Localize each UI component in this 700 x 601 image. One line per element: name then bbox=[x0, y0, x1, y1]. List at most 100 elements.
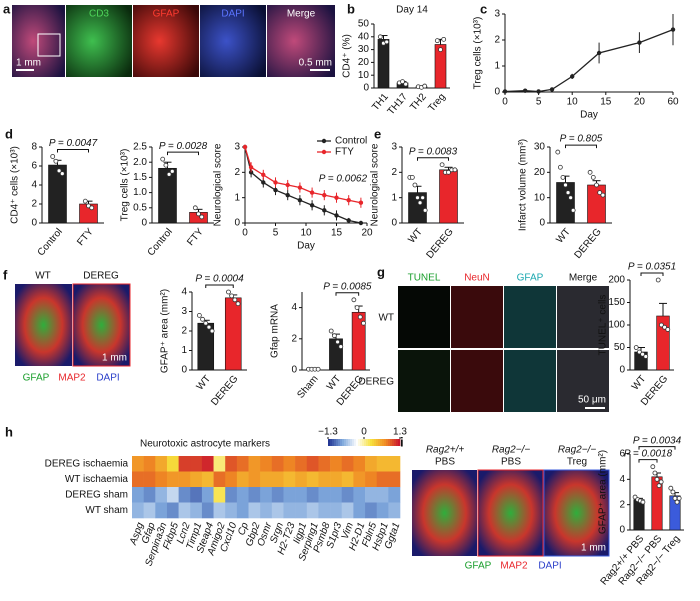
x-axis-label: Day bbox=[580, 110, 598, 121]
heatmap-cell bbox=[166, 471, 179, 488]
colorbar-step bbox=[334, 439, 337, 446]
data-point bbox=[322, 192, 327, 198]
image bbox=[557, 286, 609, 348]
x-tick-label: TH2 bbox=[408, 91, 429, 113]
data-point bbox=[50, 154, 56, 159]
colorbar-step bbox=[394, 439, 397, 446]
y-tick-label: 30 bbox=[358, 44, 370, 55]
data-point bbox=[439, 162, 445, 168]
y-tick-label: 2 bbox=[181, 326, 187, 337]
heatmap-cell bbox=[213, 487, 226, 503]
data-point bbox=[235, 301, 241, 307]
data-point bbox=[417, 200, 423, 206]
data-point bbox=[315, 366, 321, 372]
data-point bbox=[640, 351, 645, 357]
heatmap-cell bbox=[318, 456, 331, 472]
y-tick-label: 100 bbox=[608, 320, 625, 331]
row-label: DEREG bbox=[358, 377, 394, 388]
y-tick-label: 1 bbox=[181, 345, 187, 356]
y-tick-label: 3 bbox=[391, 142, 397, 153]
data-point bbox=[594, 182, 599, 188]
heatmap-cell bbox=[283, 456, 296, 472]
data-point bbox=[655, 277, 661, 283]
data-point bbox=[56, 168, 62, 174]
bar bbox=[377, 39, 390, 89]
stain-label: DAPI bbox=[538, 561, 561, 572]
heatmap-cell bbox=[260, 471, 273, 488]
data-point bbox=[309, 190, 315, 195]
y-tick-label: 50 bbox=[614, 342, 626, 353]
heatmap-cell bbox=[260, 502, 273, 519]
image bbox=[133, 5, 199, 77]
scale-label: 0.5 mm bbox=[299, 58, 332, 69]
data-point bbox=[555, 149, 561, 155]
data-point bbox=[565, 190, 571, 196]
heatmap-cell bbox=[295, 471, 308, 488]
data-point bbox=[346, 218, 351, 223]
x-tick-label: FTY bbox=[75, 226, 96, 248]
y-tick-label: 0 bbox=[619, 365, 625, 376]
x-tick-label: 20 bbox=[634, 97, 646, 108]
image bbox=[451, 350, 503, 412]
x-tick-label: Control bbox=[36, 227, 65, 259]
heatmap-cell bbox=[306, 487, 319, 503]
x-tick-label: WT bbox=[630, 374, 648, 393]
data-point bbox=[643, 354, 649, 359]
heatmap-cell bbox=[330, 487, 343, 503]
data-point bbox=[420, 195, 426, 201]
heatmap-cell bbox=[388, 502, 401, 519]
legend-label: Control bbox=[335, 136, 367, 147]
x-tick-label: 15 bbox=[331, 228, 343, 239]
scale-label: 50 μm bbox=[578, 395, 606, 406]
heatmap-cell bbox=[295, 502, 308, 519]
data-point bbox=[652, 470, 658, 476]
row-label: DEREG ischaemia bbox=[45, 458, 129, 469]
heatmap-cell bbox=[283, 471, 296, 488]
data-point bbox=[452, 167, 458, 173]
data-point bbox=[358, 220, 364, 226]
heatmap-cell bbox=[166, 487, 179, 503]
heatmap-title: Neurotoxic astrocyte markers bbox=[140, 439, 270, 450]
colorbar-step bbox=[392, 439, 395, 446]
bar bbox=[158, 167, 177, 224]
y-tick-label: 2 bbox=[494, 35, 500, 46]
x-tick-label: WT bbox=[195, 374, 213, 393]
heatmap-cell bbox=[318, 487, 331, 503]
image bbox=[398, 350, 450, 412]
y-tick-label: 2 bbox=[31, 199, 37, 210]
y-tick-label: 200 bbox=[608, 275, 625, 286]
x-tick-label: DEREG bbox=[425, 226, 456, 260]
heatmap-cell bbox=[365, 471, 377, 488]
heatmap-cell bbox=[376, 502, 389, 519]
data-point bbox=[409, 174, 415, 180]
significance-bracket bbox=[167, 151, 199, 156]
data-point bbox=[261, 172, 266, 178]
data-point bbox=[89, 205, 95, 211]
data-point bbox=[297, 185, 303, 190]
colorbar-step bbox=[342, 439, 345, 446]
data-point bbox=[273, 180, 278, 185]
y-axis-label: Neurological score bbox=[370, 143, 381, 226]
data-point bbox=[637, 349, 642, 355]
y-tick-label: 4 bbox=[291, 302, 297, 313]
x-tick-label: 20 bbox=[361, 228, 373, 239]
y-tick-label: 1.0 bbox=[133, 187, 147, 198]
heatmap-cell bbox=[353, 471, 366, 488]
heatmap-cell bbox=[166, 456, 179, 472]
data-point bbox=[209, 328, 215, 334]
heatmap-cell bbox=[178, 502, 191, 519]
data-point bbox=[568, 195, 574, 201]
y-tick-label: 1.5 bbox=[133, 172, 147, 183]
column-label: PBS bbox=[501, 457, 521, 468]
data-point bbox=[668, 485, 674, 491]
channel-label: Merge bbox=[569, 273, 598, 284]
channel-label: NeuN bbox=[464, 273, 490, 284]
heatmap-cell bbox=[260, 456, 273, 472]
data-point bbox=[415, 195, 420, 201]
heatmap-cell bbox=[388, 456, 401, 472]
data-point bbox=[328, 328, 334, 334]
colorbar-step bbox=[346, 439, 349, 446]
data-point bbox=[309, 203, 315, 208]
heatmap-cell bbox=[178, 456, 191, 472]
heatmap-cell bbox=[341, 456, 354, 472]
